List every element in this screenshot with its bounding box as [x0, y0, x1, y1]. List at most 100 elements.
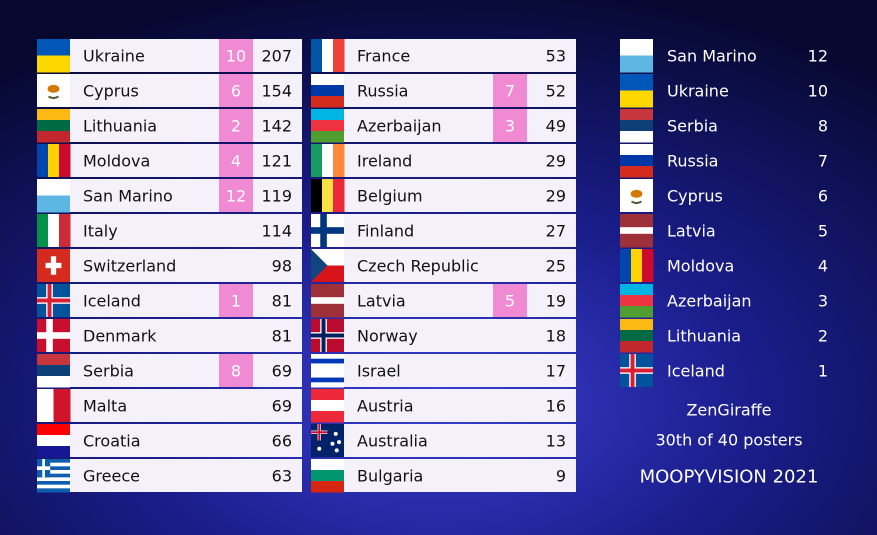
country-name: Croatia: [83, 432, 141, 451]
flag-part: [45, 262, 62, 269]
points-received: 5: [505, 292, 515, 311]
flag-part: [620, 319, 653, 331]
flag-part: [311, 249, 328, 282]
awarded-points: 10: [808, 82, 828, 101]
points-box: [219, 284, 253, 317]
points-received: 7: [505, 82, 515, 101]
flag: [311, 354, 344, 388]
country-name: Moldova: [83, 152, 150, 171]
awarded-points: 6: [818, 187, 828, 206]
flag-part: [322, 39, 334, 72]
flag-part: [620, 39, 653, 56]
row-background: [37, 424, 302, 457]
awarded-points: 5: [818, 222, 828, 241]
total-score: 13: [546, 432, 566, 451]
flag-part: [311, 120, 344, 132]
flag-part: [311, 144, 323, 177]
country-name: Bulgaria: [357, 467, 423, 486]
country-name: San Marino: [83, 187, 173, 206]
country-name: Azerbaijan: [357, 117, 442, 136]
points-received: 12: [226, 187, 246, 206]
total-score: 121: [261, 152, 292, 171]
total-score: 63: [272, 467, 292, 486]
flag: [620, 214, 653, 248]
flag-part: [311, 363, 344, 369]
flag-part: [620, 109, 653, 121]
total-score: 69: [272, 362, 292, 381]
points-box: [219, 179, 253, 212]
flag-part: [311, 400, 344, 412]
flag-part: [37, 120, 70, 132]
flag-part: [620, 306, 653, 318]
awarded-country: Russia: [667, 152, 718, 171]
flag: [620, 284, 653, 318]
points-box: [493, 109, 527, 142]
flag-part: [311, 411, 344, 423]
flag: [37, 459, 70, 493]
row-background: [37, 249, 302, 282]
total-score: 81: [272, 327, 292, 346]
points-received: 6: [231, 82, 241, 101]
row-background: [37, 319, 302, 352]
awarded-points: 8: [818, 117, 828, 136]
total-score: 25: [546, 257, 566, 276]
flag: [620, 109, 653, 143]
row-background: [311, 354, 576, 387]
total-score: 66: [272, 432, 292, 451]
flag-part: [37, 435, 70, 447]
country-name: Italy: [83, 222, 118, 241]
flag-part: [37, 298, 70, 303]
flag-part: [311, 96, 344, 108]
flag-part: [37, 131, 70, 143]
flag-part: [311, 303, 344, 311]
points-received: 8: [231, 362, 241, 381]
flag: [37, 74, 70, 107]
total-score: 27: [546, 222, 566, 241]
flag-part: [37, 179, 70, 196]
row-background: [311, 319, 576, 352]
country-name: Czech Republic: [357, 257, 479, 276]
country-name: Ukraine: [83, 47, 145, 66]
flag-part: [620, 295, 653, 307]
awarded-country: Moldova: [667, 257, 734, 276]
total-score: 9: [556, 467, 566, 486]
flag-part: [37, 195, 70, 213]
country-name: Finland: [357, 222, 414, 241]
total-score: 16: [546, 397, 566, 416]
flag-part: [37, 365, 70, 377]
flag: [620, 74, 653, 108]
flag-part: [48, 144, 60, 177]
flag-part: [311, 85, 344, 97]
flag-part: [311, 284, 344, 292]
flag-part: [311, 372, 344, 379]
awarded-country: Iceland: [667, 362, 725, 381]
flag-part: [333, 144, 345, 177]
awarded-points: 12: [808, 47, 828, 66]
flag-part: [37, 424, 70, 436]
country-name: France: [357, 47, 410, 66]
row-background: [311, 249, 576, 282]
flag: [620, 319, 653, 353]
flag-part: [311, 179, 323, 212]
country-name: Malta: [83, 397, 127, 416]
flag: [311, 389, 344, 423]
points-received: 2: [231, 117, 241, 136]
row-background: [37, 354, 302, 387]
flag: [311, 109, 344, 143]
row-background: [37, 39, 302, 72]
flag: [311, 144, 345, 177]
points-received: 3: [505, 117, 515, 136]
flag-part: [37, 39, 70, 56]
flag-part: [37, 477, 70, 482]
flag-part: [630, 189, 643, 198]
flag-part: [311, 310, 344, 318]
flag-part: [620, 220, 653, 228]
row-background: [311, 284, 576, 317]
flag-part: [37, 109, 70, 121]
flag-part: [334, 448, 339, 453]
awarded-points: 4: [818, 257, 828, 276]
total-score: 142: [261, 117, 292, 136]
flag-part: [620, 120, 653, 132]
flag-part: [620, 284, 653, 296]
total-score: 207: [261, 47, 292, 66]
